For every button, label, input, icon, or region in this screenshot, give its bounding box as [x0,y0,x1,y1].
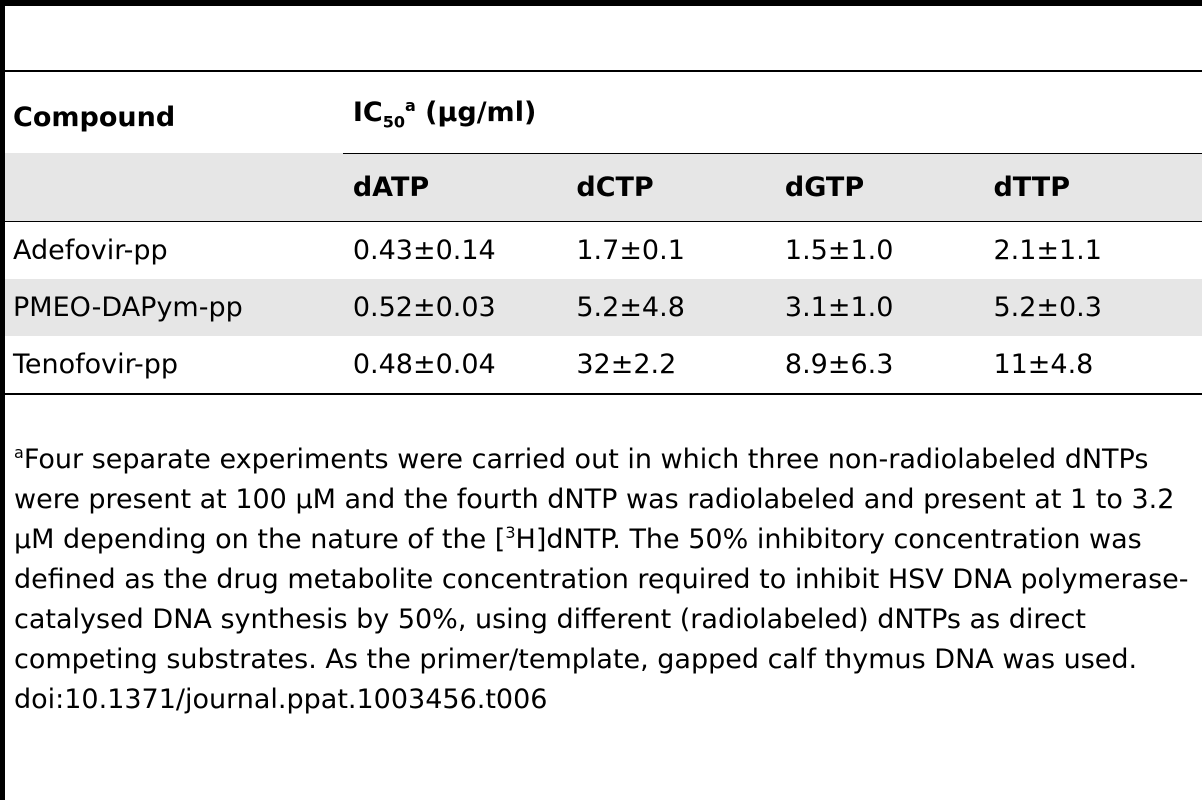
compound-header-continuation [5,153,343,221]
column-header-dctp: dCTP [576,153,785,221]
value-datp: 0.52±0.03 [342,278,577,336]
table-row: PMEO-DAPym-pp 0.52±0.03 5.2±4.8 3.1±1.0 … [5,278,1202,336]
table-footnote: aFour separate experiments were carried … [14,440,1199,720]
header-row-2: dATP dCTP dGTP dTTP [5,153,1202,221]
value-datp: 0.48±0.04 [342,335,577,395]
compound-name: PMEO-DAPym-pp [5,278,343,336]
footnote-marker: a [14,443,24,462]
ic50-table: Compound IC50a (μg/ml) dATP dCTP dGTP dT… [5,72,1202,395]
data-table-container: Compound IC50a (μg/ml) dATP dCTP dGTP dT… [5,6,1202,395]
value-datp: 0.43±0.14 [352,234,496,266]
footnote-text: aFour separate experiments were carried … [14,443,1189,675]
compound-name: Tenofovir-pp [5,335,343,395]
compound-name: Adefovir-pp [13,234,168,266]
value-dttp: 5.2±0.3 [993,278,1202,336]
column-header-datp: dATP [342,153,577,221]
doi-text: doi:10.1371/journal.ppat.1003456.t006 [14,684,548,715]
table-row: Adefovir-pp 0.43±0.14 1.7±0.1 1.5±1.0 2.… [5,221,1202,279]
value-dttp: 11±4.8 [993,335,1202,395]
value-dctp: 1.7±0.1 [576,234,685,266]
value-dgtp: 3.1±1.0 [784,278,994,336]
column-header-dgtp: dGTP [784,153,994,221]
column-header-dttp: dTTP [993,153,1202,221]
value-dgtp: 8.9±6.3 [784,335,994,395]
header-row-1: Compound IC50a (μg/ml) [5,72,1202,154]
value-dttp: 2.1±1.1 [993,234,1102,266]
ic50-group-header: IC50a (μg/ml) [342,72,1202,154]
isotope-superscript: 3 [505,523,516,542]
value-dctp: 5.2±4.8 [576,278,785,336]
compound-header: Compound [13,102,176,133]
top-border-rule [0,0,1202,6]
table-top-spacer [5,6,1202,72]
table-row: Tenofovir-pp 0.48±0.04 32±2.2 8.9±6.3 11… [5,335,1202,395]
value-dgtp: 1.5±1.0 [784,234,894,266]
left-border-rule [0,0,5,800]
value-dctp: 32±2.2 [576,335,785,395]
